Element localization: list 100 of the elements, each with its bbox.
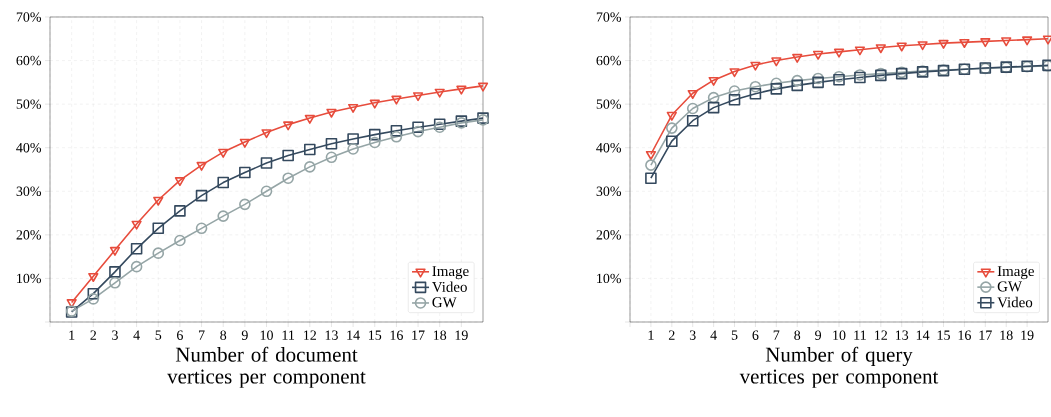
point (456, 85, 467, 95)
point (1001, 37, 1012, 47)
x-tick-label: 11 (854, 330, 866, 340)
point (282, 172, 294, 185)
point (792, 53, 803, 63)
point (347, 103, 359, 113)
point (391, 95, 402, 105)
point (174, 234, 186, 247)
point (434, 88, 445, 98)
point (304, 143, 316, 156)
point (152, 247, 165, 259)
x-tick-label: 4 (710, 330, 717, 340)
x-tick-label: 17 (979, 330, 992, 340)
point (239, 138, 250, 148)
x-tick-label: 6 (177, 330, 183, 340)
point (66, 299, 77, 309)
point (750, 61, 761, 71)
x-tick-label: 11 (282, 330, 295, 340)
point (707, 101, 720, 114)
point (791, 74, 804, 87)
point (195, 222, 208, 235)
point (729, 68, 740, 78)
point (1042, 35, 1051, 45)
x-tick-label: 9 (241, 330, 248, 340)
point (217, 210, 230, 222)
x-tick-label: 4 (133, 330, 140, 340)
point (368, 128, 381, 141)
point (412, 121, 424, 134)
point (749, 80, 762, 93)
y-tick-label: 50% (16, 99, 42, 109)
point (770, 77, 783, 90)
point (282, 149, 294, 162)
point (707, 91, 720, 104)
point (217, 176, 230, 189)
y-tick-label: 10% (597, 273, 622, 284)
point (130, 260, 143, 273)
x-tick-label: 14 (916, 330, 930, 340)
point (109, 246, 121, 256)
point (791, 79, 804, 92)
x-tick-label: 18 (433, 330, 447, 340)
point (130, 243, 143, 255)
point (980, 38, 991, 48)
point (686, 102, 699, 115)
x-tick-label: 1 (648, 330, 654, 340)
point (218, 148, 229, 158)
x-tick-label: 13 (325, 330, 338, 340)
x-tick-label: 16 (390, 330, 403, 340)
y-tick-label: 40% (16, 142, 42, 153)
x-tick-label: 12 (875, 330, 888, 340)
x-tick-label: 14 (347, 330, 360, 340)
point (854, 46, 866, 56)
x-tick-label: 10 (260, 330, 273, 340)
point (433, 118, 446, 130)
point (196, 161, 207, 171)
point (304, 114, 315, 124)
point (666, 122, 678, 134)
point (109, 276, 121, 289)
point (770, 83, 783, 95)
point (645, 159, 657, 171)
legend-label: Image (432, 266, 469, 280)
y-tick-label: 20% (596, 230, 622, 240)
point (260, 185, 273, 198)
point (812, 72, 824, 85)
point (896, 42, 907, 52)
point (239, 198, 251, 211)
point (260, 157, 273, 169)
point (666, 135, 678, 147)
point (368, 136, 381, 149)
y-tick-label: 70% (16, 12, 42, 22)
x-tick-label: 7 (773, 330, 780, 340)
x-tick-label: 8 (220, 330, 227, 340)
x-tick-label: 6 (752, 330, 759, 340)
point (708, 76, 719, 86)
point (283, 121, 294, 131)
point (1021, 36, 1033, 46)
x-tick-label: 9 (815, 330, 822, 340)
x-tick-label: 19 (1021, 330, 1034, 340)
legend-label: GW (432, 297, 457, 308)
x-tick-label: 16 (958, 330, 971, 340)
point (174, 205, 186, 217)
point (412, 125, 424, 138)
x-tick-label: 2 (90, 330, 97, 340)
point (109, 266, 121, 278)
legend-label: GW (997, 281, 1022, 292)
point (152, 222, 165, 235)
point (88, 272, 99, 283)
y-tick-label: 60% (16, 55, 42, 66)
point (153, 196, 164, 206)
x-tick-label: 8 (794, 330, 801, 340)
legend-label: Video (432, 281, 467, 293)
point (728, 93, 741, 106)
point (239, 166, 251, 179)
point (749, 87, 762, 100)
point (812, 76, 824, 89)
y-tick-label: 30% (596, 186, 622, 197)
y-tick-label: 20% (16, 230, 42, 240)
point (833, 48, 845, 58)
point (195, 189, 208, 202)
x-tick-label: 15 (937, 330, 950, 340)
point (325, 137, 338, 150)
